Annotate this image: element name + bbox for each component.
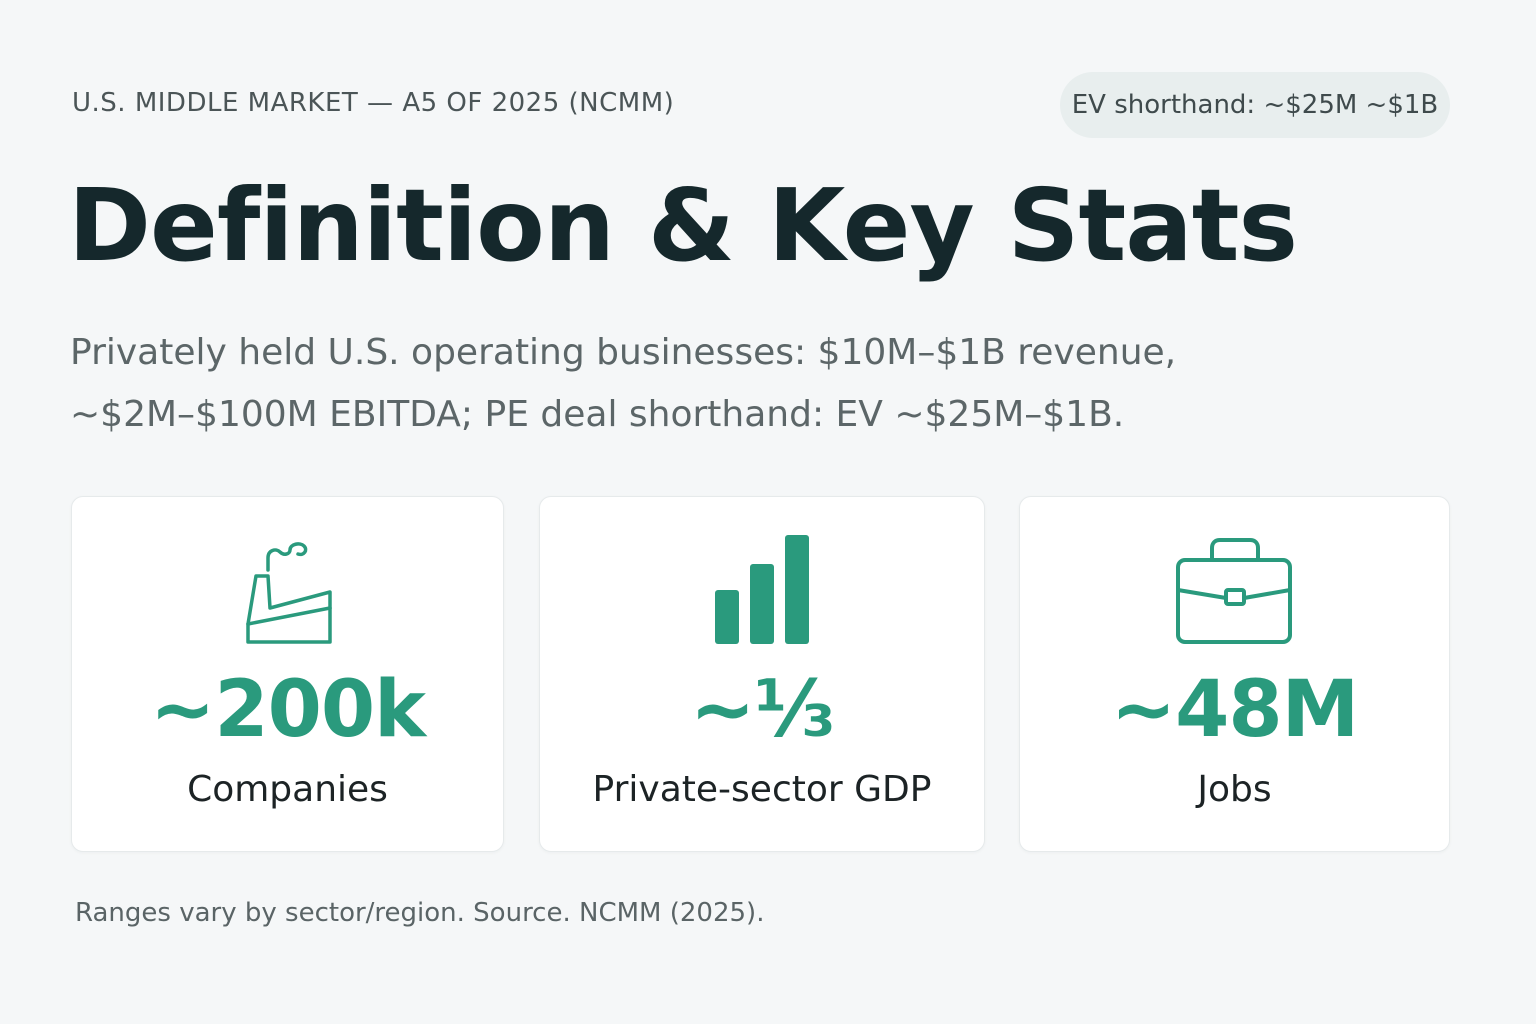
page-title: Definition & Key Stats — [68, 167, 1298, 284]
definition-line-2: ~$2M–$100M EBITDA; PE deal shorthand: EV… — [70, 394, 1125, 435]
definition-text: Privately held U.S. operating businesses… — [70, 322, 1270, 446]
stat-card-jobs: ~48M Jobs — [1019, 496, 1450, 852]
source-footnote: Ranges vary by sector/region. Source. NC… — [75, 898, 765, 928]
definition-line-1: Privately held U.S. operating businesses… — [70, 332, 1177, 373]
stat-value-gdp: ~⅓ — [689, 665, 835, 755]
stat-label-gdp: Private-sector GDP — [592, 769, 932, 810]
stat-card-companies: ~200k Companies — [71, 496, 504, 852]
stat-label-companies: Companies — [187, 769, 388, 810]
briefcase-icon — [1170, 531, 1300, 646]
ev-shorthand-badge: EV shorthand: ~$25M ~$1B — [1060, 72, 1450, 138]
eyebrow-label: U.S. MIDDLE MARKET — A5 OF 2025 (NCMM) — [72, 88, 675, 118]
stat-value-jobs: ~48M — [1110, 665, 1360, 755]
stat-card-gdp: ~⅓ Private-sector GDP — [539, 496, 985, 852]
stat-label-jobs: Jobs — [1197, 769, 1272, 810]
stat-value-companies: ~200k — [149, 665, 426, 755]
bar-chart-icon — [697, 531, 827, 646]
factory-icon — [223, 531, 353, 646]
